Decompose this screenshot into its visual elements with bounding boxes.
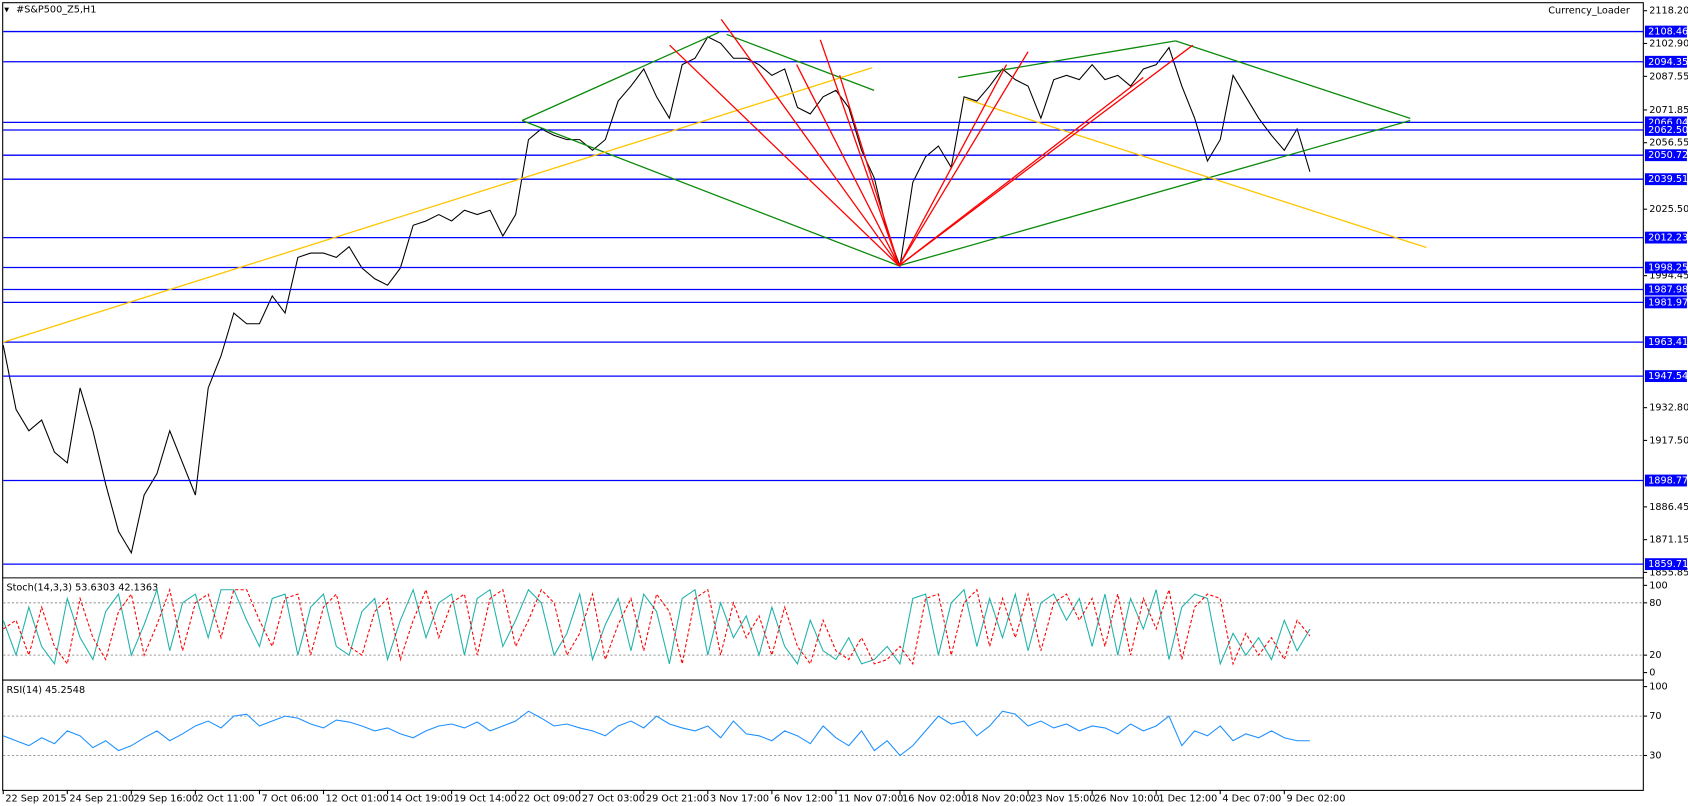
y-tick-label: 2025.50 <box>1649 204 1688 215</box>
x-tick-label: 29 Oct 21:00 <box>646 793 709 804</box>
y-tick-label: 2071.85 <box>1649 105 1688 116</box>
x-tick-label: 27 Oct 03:00 <box>582 793 645 804</box>
trend-line <box>3 67 873 343</box>
y-tick-label: 2056.55 <box>1649 138 1688 149</box>
x-tick-label: 1 Dec 12:00 <box>1158 793 1217 804</box>
fan-line <box>898 76 1144 267</box>
price-level-label: 2108.46 <box>1648 27 1688 38</box>
y-tick-label: 1994.45 <box>1649 271 1688 282</box>
x-tick-label: 19 Oct 14:00 <box>454 793 517 804</box>
trend-line <box>521 119 900 267</box>
price-level-label: 2094.35 <box>1648 57 1688 68</box>
price-level-label: 2066.04 <box>1648 117 1688 128</box>
y-tick-label: 2118.20 <box>1649 6 1688 17</box>
fan-line <box>819 39 900 267</box>
price-level-label: 2062.50 <box>1648 125 1688 136</box>
price-level-tag <box>1644 474 1687 487</box>
price-level-label: 1898.77 <box>1648 476 1688 487</box>
price-level-tag <box>1644 124 1687 136</box>
trend-line <box>898 119 1411 267</box>
x-tick-label: 11 Nov 07:00 <box>838 793 903 804</box>
x-tick-label: 3 Nov 17:00 <box>710 793 769 804</box>
trend-lines <box>3 18 1427 343</box>
y-tick-label: 100 <box>1649 682 1667 693</box>
price-level-tag <box>1644 558 1687 571</box>
x-tick-label: 7 Oct 06:00 <box>262 793 319 804</box>
plot-frame <box>2 2 1644 791</box>
trend-line <box>521 31 720 122</box>
fan-line <box>839 75 900 266</box>
y-tick-label: 0 <box>1649 668 1655 679</box>
x-tick-label: 23 Nov 15:00 <box>1030 793 1095 804</box>
x-tick-label: 4 Dec 07:00 <box>1222 793 1281 804</box>
x-tick-label: 24 Sep 21:00 <box>69 793 134 804</box>
x-tick-label: 29 Sep 16:00 <box>133 793 198 804</box>
fan-line <box>898 44 1194 267</box>
price-level-tag <box>1644 336 1687 349</box>
menu-arrow[interactable]: ▾ <box>4 5 9 16</box>
x-tick-label: 26 Nov 10:00 <box>1094 793 1159 804</box>
x-tick-label: 12 Oct 01:00 <box>326 793 389 804</box>
price-level-tag <box>1644 261 1687 274</box>
price-level-tag <box>1644 370 1687 383</box>
price-level-label: 2050.72 <box>1648 150 1688 161</box>
trend-line <box>1175 40 1411 119</box>
price-level-label: 1963.41 <box>1648 337 1688 348</box>
chart-title: #S&P500_Z5,H1 <box>16 5 96 16</box>
price-level-tag <box>1644 231 1687 244</box>
price-level-label: 1947.54 <box>1648 371 1688 382</box>
y-tick-label: 20 <box>1649 650 1661 661</box>
series-line <box>3 710 1310 757</box>
fan-line <box>796 64 900 267</box>
y-tick-label: 1917.50 <box>1649 435 1688 446</box>
panel-title: Stoch(14,3,3) 53.6303 42.1363 <box>6 583 158 594</box>
x-tick-label: 6 Nov 12:00 <box>774 793 833 804</box>
price-level-label: 1859.71 <box>1648 559 1688 570</box>
price-level-label: 1987.98 <box>1648 285 1688 296</box>
price-level-tag <box>1644 149 1687 162</box>
price-level-tag <box>1644 296 1687 309</box>
price-level-tag <box>1644 116 1687 129</box>
x-tick-label: 18 Nov 20:00 <box>966 793 1031 804</box>
series-line <box>2 36 1311 555</box>
x-tick-label: 22 Sep 2015 <box>5 793 66 804</box>
watermark: Currency_Loader <box>1548 6 1630 17</box>
x-tick-label: 9 Dec 02:00 <box>1286 793 1345 804</box>
y-tick-label: 1886.45 <box>1649 502 1688 513</box>
y-tick-label: 1871.15 <box>1649 535 1688 546</box>
fan-line <box>669 44 900 267</box>
x-tick-label: 2 Oct 11:00 <box>198 793 255 804</box>
panel-title: RSI(14) 45.2548 <box>6 685 85 696</box>
y-tick-label: 30 <box>1649 751 1661 762</box>
price-level-label: 2039.51 <box>1648 174 1688 185</box>
x-tick-label: 16 Nov 02:00 <box>902 793 967 804</box>
price-level-tag <box>1644 55 1687 68</box>
price-level-label: 1998.25 <box>1648 263 1688 274</box>
y-tick-label: 1932.80 <box>1649 403 1688 414</box>
y-tick-label: 1855.85 <box>1649 567 1688 578</box>
y-tick-label: 2102.90 <box>1649 38 1688 49</box>
price-level-tag <box>1644 25 1687 38</box>
y-tick-label: 80 <box>1649 598 1661 609</box>
series-line <box>2 587 1311 666</box>
trend-line <box>958 40 1176 79</box>
trend-line <box>726 33 875 91</box>
y-tick-label: 100 <box>1649 580 1667 591</box>
price-level-label: 2012.23 <box>1648 233 1688 244</box>
y-tick-label: 2087.55 <box>1649 71 1688 82</box>
x-tick-label: 22 Oct 09:00 <box>518 793 581 804</box>
fan-line <box>898 64 1008 267</box>
trend-line <box>965 98 1427 249</box>
y-tick-label: 70 <box>1649 711 1661 722</box>
price-level-label: 1981.97 <box>1648 297 1688 308</box>
price-level-tag <box>1644 283 1687 296</box>
price-level-tag <box>1644 173 1687 186</box>
series-line <box>2 587 1311 666</box>
fan-line <box>720 18 900 267</box>
x-tick-label: 14 Oct 19:00 <box>390 793 453 804</box>
fan-line <box>898 51 1029 267</box>
